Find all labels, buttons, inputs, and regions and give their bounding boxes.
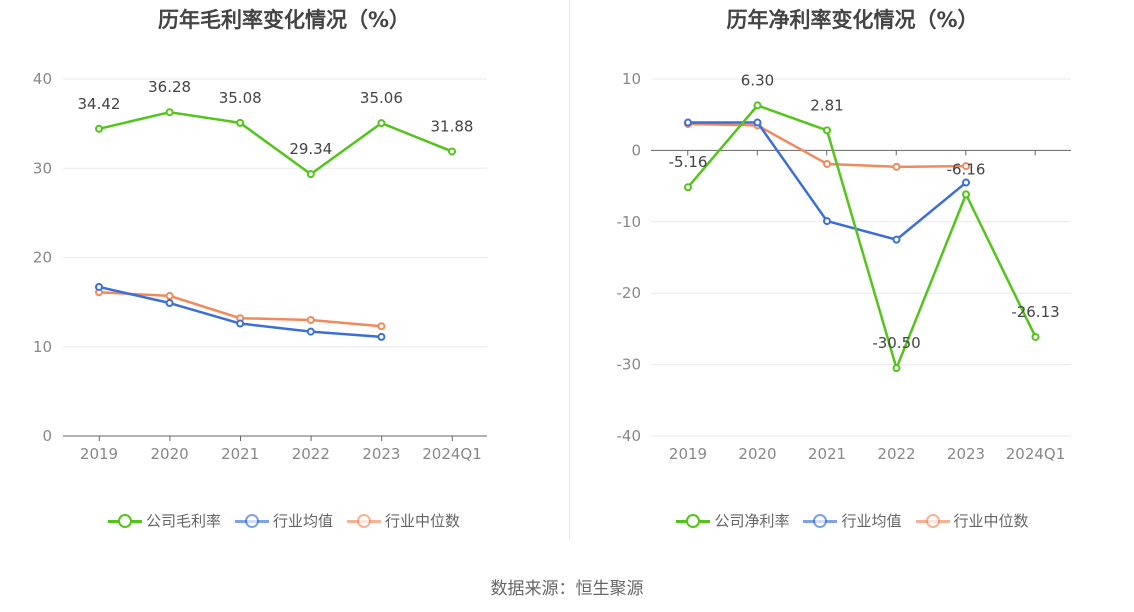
- x-tick-label: 2019: [80, 445, 118, 463]
- data-point: [962, 178, 970, 187]
- data-point: [892, 162, 901, 171]
- y-tick-label: 40: [33, 70, 52, 88]
- y-tick-label: -30: [617, 356, 642, 374]
- legend-item[interactable]: 行业中位数: [915, 510, 1029, 531]
- legend-swatch-icon: [347, 513, 381, 528]
- data-point: [823, 217, 831, 226]
- y-tick-label: -10: [617, 213, 642, 231]
- y-tick-label: -20: [617, 284, 642, 302]
- data-point: [165, 299, 174, 308]
- legend-swatch-icon: [915, 513, 950, 528]
- legend-item[interactable]: 行业均值: [803, 510, 902, 531]
- data-point: [962, 162, 970, 171]
- legend-item[interactable]: 行业均值: [234, 510, 333, 531]
- legend-label: 行业均值: [841, 512, 902, 530]
- x-tick-label: 2024Q1: [1006, 445, 1066, 463]
- data-point: [165, 291, 174, 300]
- data-label: 2.81: [810, 96, 843, 114]
- data-point: [1031, 332, 1040, 341]
- x-tick-label: 2023: [947, 445, 985, 463]
- data-label: 36.28: [148, 78, 191, 96]
- x-tick-label: 2023: [362, 445, 400, 463]
- data-point: [448, 147, 456, 156]
- data-point: [377, 322, 386, 331]
- y-tick-label: 0: [631, 141, 641, 159]
- data-label: -6.16: [947, 160, 986, 178]
- data-point: [753, 118, 762, 127]
- data-point: [753, 101, 762, 110]
- data-point: [823, 159, 831, 168]
- legend-item[interactable]: 公司净利率: [676, 510, 789, 531]
- x-tick-label: 2022: [292, 445, 330, 463]
- data-point: [962, 190, 970, 199]
- data-label: 29.34: [289, 140, 332, 158]
- y-tick-label: 30: [33, 159, 52, 177]
- data-label: 6.30: [741, 71, 774, 89]
- data-source: 数据来源：恒生聚源: [490, 579, 644, 599]
- data-point: [892, 235, 901, 244]
- data-point: [306, 327, 315, 336]
- legend-item[interactable]: 公司毛利率: [107, 510, 221, 531]
- data-label: -30.50: [872, 334, 920, 352]
- data-label: 31.88: [431, 117, 474, 135]
- data-point: [377, 332, 386, 341]
- series-line: [687, 104, 1037, 370]
- legend-swatch-icon: [234, 513, 269, 528]
- data-point: [165, 108, 174, 117]
- data-label: 34.42: [78, 95, 121, 113]
- series-line: [98, 110, 453, 176]
- x-tick-label: 2020: [151, 445, 189, 463]
- gross-margin-chart: 0 10 20 30 40 2019 2020 2021 2022 2023 2024Q1 34.42…: [33, 70, 487, 463]
- legend-label: 行业中位数: [385, 512, 461, 530]
- x-tick-label: 2019: [669, 445, 707, 463]
- y-tick-label: 20: [33, 249, 52, 267]
- legend-swatch-icon: [676, 513, 711, 528]
- panel-divider: [569, 0, 570, 540]
- legend-label: 行业中位数: [953, 512, 1029, 530]
- legend-item[interactable]: 行业中位数: [347, 510, 460, 531]
- data-point: [306, 315, 315, 324]
- data-point: [95, 282, 103, 291]
- legend-swatch-icon: [803, 513, 838, 528]
- data-point: [377, 119, 386, 128]
- data-label: -5.16: [669, 153, 708, 171]
- data-point: [95, 124, 103, 133]
- legend: 公司净利率 行业均值 行业中位数: [571, 510, 1134, 531]
- net-margin-panel: 历年净利率变化情况（%） -40 -30 -20 -10 0 10 2019 2020 2021…: [571, 0, 1134, 560]
- legend-label: 公司净利率: [714, 512, 790, 530]
- y-tick-label: 10: [33, 338, 52, 356]
- chart-title: 历年净利率变化情况（%）: [726, 8, 979, 32]
- legend-label: 公司毛利率: [145, 512, 221, 530]
- data-point: [684, 118, 692, 127]
- data-label: -26.13: [1011, 303, 1059, 321]
- x-tick-label: 2024Q1: [422, 445, 482, 463]
- y-tick-label: -40: [617, 427, 642, 445]
- x-tick-label: 2022: [877, 445, 915, 463]
- data-label: 35.06: [360, 89, 403, 107]
- data-point: [823, 126, 831, 135]
- chart-title: 历年毛利率变化情况（%）: [157, 8, 411, 32]
- gross-margin-panel: 历年毛利率变化情况（%） 0 10 20 30 40 2019 2020 2021 2022 20…: [0, 0, 568, 560]
- legend-swatch-icon: [107, 513, 142, 528]
- data-point: [892, 364, 901, 373]
- legend: 公司毛利率 行业均值 行业中位数: [0, 510, 568, 531]
- legend-label: 行业均值: [272, 512, 333, 530]
- data-point: [236, 118, 245, 127]
- net-margin-chart: -40 -30 -20 -10 0 10 2019 2020 2021 2022 2023 2024Q…: [617, 70, 1071, 463]
- data-point: [236, 319, 245, 328]
- x-tick-label: 2020: [738, 445, 776, 463]
- data-point: [684, 183, 692, 192]
- x-tick-label: 2021: [808, 445, 846, 463]
- y-tick-label: 0: [42, 427, 52, 445]
- x-tick-label: 2021: [221, 445, 259, 463]
- data-point: [306, 170, 315, 179]
- data-label: 35.08: [219, 89, 262, 107]
- y-tick-label: 10: [622, 70, 641, 88]
